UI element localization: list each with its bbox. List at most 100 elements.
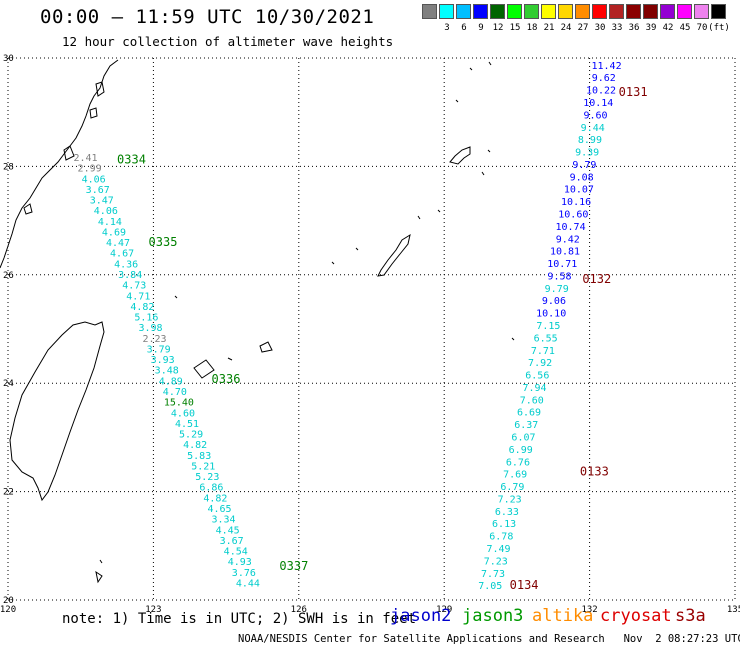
lon-tick-label: 123 [145, 605, 161, 615]
wave-height-value: 3.48 [155, 366, 179, 377]
wave-height-value: 3.67 [220, 536, 244, 547]
wave-height-value: 10.81 [550, 247, 580, 258]
wave-height-value: 10.14 [583, 98, 613, 109]
wave-height-value: 4.60 [171, 408, 195, 419]
wave-height-value: 6.37 [514, 420, 538, 431]
satellite-name: jason3 [462, 606, 524, 626]
china-coast-islands [23, 81, 105, 215]
legend-swatch [422, 4, 437, 19]
wave-height-value: 6.86 [199, 483, 223, 494]
wave-height-value: 2.99 [78, 164, 102, 175]
wave-height-value: 3.47 [90, 196, 114, 207]
amami-island [449, 146, 471, 165]
lon-tick-label: 120 [0, 605, 16, 615]
pass-label: 0133 [580, 464, 609, 478]
wave-height-value: 4.14 [98, 217, 122, 228]
wave-height-value: 4.44 [236, 578, 260, 589]
legend-label: 45 [679, 23, 691, 33]
pass-label: 0134 [510, 578, 539, 592]
lat-tick-label: 20 [3, 596, 14, 606]
wave-height-value: 4.82 [203, 493, 227, 504]
wave-height-value: 4.93 [228, 557, 252, 568]
wave-height-value: 7.49 [487, 544, 511, 555]
legend-swatch [490, 4, 505, 19]
legend-label: 27 [577, 23, 589, 33]
legend-label: 24 [560, 23, 572, 33]
coastline [0, 59, 515, 584]
wave-height-value: 4.51 [175, 419, 199, 430]
legend-label: 3 [444, 23, 450, 33]
wave-height-value: 9.79 [572, 160, 596, 171]
wave-height-value: 6.56 [525, 371, 549, 382]
legend-label: 12 [492, 23, 504, 33]
wave-height-value: 4.82 [183, 440, 207, 451]
legend-label: 9 [478, 23, 484, 33]
legend-label: 21 [543, 23, 555, 33]
legend-swatch [473, 4, 488, 19]
wave-height-value: 4.06 [94, 206, 118, 217]
satellite-name: altika [532, 606, 594, 626]
wave-height-value: 9.06 [542, 296, 566, 307]
legend-swatch [711, 4, 726, 19]
wave-height-value: 3.84 [118, 270, 142, 281]
lat-tick-label: 30 [3, 54, 14, 64]
wave-height-value: 4.45 [216, 525, 240, 536]
pass-label: 0334 [117, 153, 146, 167]
wave-height-value: 4.89 [159, 376, 183, 387]
wave-height-value: 4.67 [110, 249, 134, 260]
legend-swatch [660, 4, 675, 19]
legend-swatch [609, 4, 624, 19]
legend-label: 36 [628, 23, 640, 33]
legend-swatch [524, 4, 539, 19]
wave-height-value: 10.16 [561, 197, 591, 208]
wave-height-value: 4.69 [102, 227, 126, 238]
legend-swatch [694, 4, 709, 19]
wave-height-value: 11.42 [592, 61, 622, 72]
wave-height-value: 7.15 [536, 321, 560, 332]
wave-height-value: 5.23 [195, 472, 219, 483]
wave-height-value: 3.67 [86, 185, 110, 196]
wave-height-value: 7.92 [528, 358, 552, 369]
map-grid [7, 57, 736, 601]
wave-height-value: 7.73 [481, 569, 505, 580]
wave-height-value: 7.23 [484, 556, 508, 567]
wave-height-value: 4.36 [114, 259, 138, 270]
wave-height-value: 7.94 [523, 383, 547, 394]
wave-height-value: 4.73 [122, 281, 146, 292]
legend-label: 70 [696, 23, 708, 33]
small-islands [95, 61, 515, 584]
legend-swatch [643, 4, 658, 19]
legend-label: 15 [509, 23, 521, 33]
wave-height-value: 6.33 [495, 507, 519, 518]
pass-label: 0335 [149, 235, 178, 249]
lon-tick-label: 126 [291, 605, 307, 615]
legend-label: 39 [645, 23, 657, 33]
wave-height-value: 6.78 [489, 532, 513, 543]
page-subtitle: 12 hour collection of altimeter wave hei… [62, 34, 394, 49]
wave-height-value: 4.06 [82, 174, 106, 185]
pass-labels: 0334 0335 0336 0337 0131 0132 0133 0134 [117, 85, 648, 592]
wave-height-value: 5.29 [179, 430, 203, 441]
wave-height-value: 5.83 [187, 451, 211, 462]
legend-swatch [592, 4, 607, 19]
legend-swatch [677, 4, 692, 19]
okinawa-island [377, 233, 411, 277]
footer-credit: NOAA/NESDIS Center for Satellite Applica… [238, 633, 740, 645]
pass-label: 0337 [279, 559, 308, 573]
wave-height-value: 3.34 [212, 515, 236, 526]
wave-height-value: 6.79 [500, 482, 524, 493]
wave-height-value: 10.71 [547, 259, 577, 270]
wave-height-value: 9.44 [581, 123, 605, 134]
legend-swatch [439, 4, 454, 19]
satellite-name: jason2 [390, 606, 452, 626]
legend-swatch [558, 4, 573, 19]
footer-note: note: 1) Time is in UTC; 2) SWH is in fe… [62, 611, 417, 627]
wave-height-value: 9.08 [570, 172, 594, 183]
wave-height-value: 6.07 [511, 432, 535, 443]
pass-label: 0336 [212, 372, 241, 386]
wave-height-value: 4.71 [126, 291, 150, 302]
legend-swatch [575, 4, 590, 19]
legend-label: 18 [526, 23, 538, 33]
wave-height-value: 4.54 [224, 547, 248, 558]
wave-height-value: 4.70 [163, 387, 187, 398]
